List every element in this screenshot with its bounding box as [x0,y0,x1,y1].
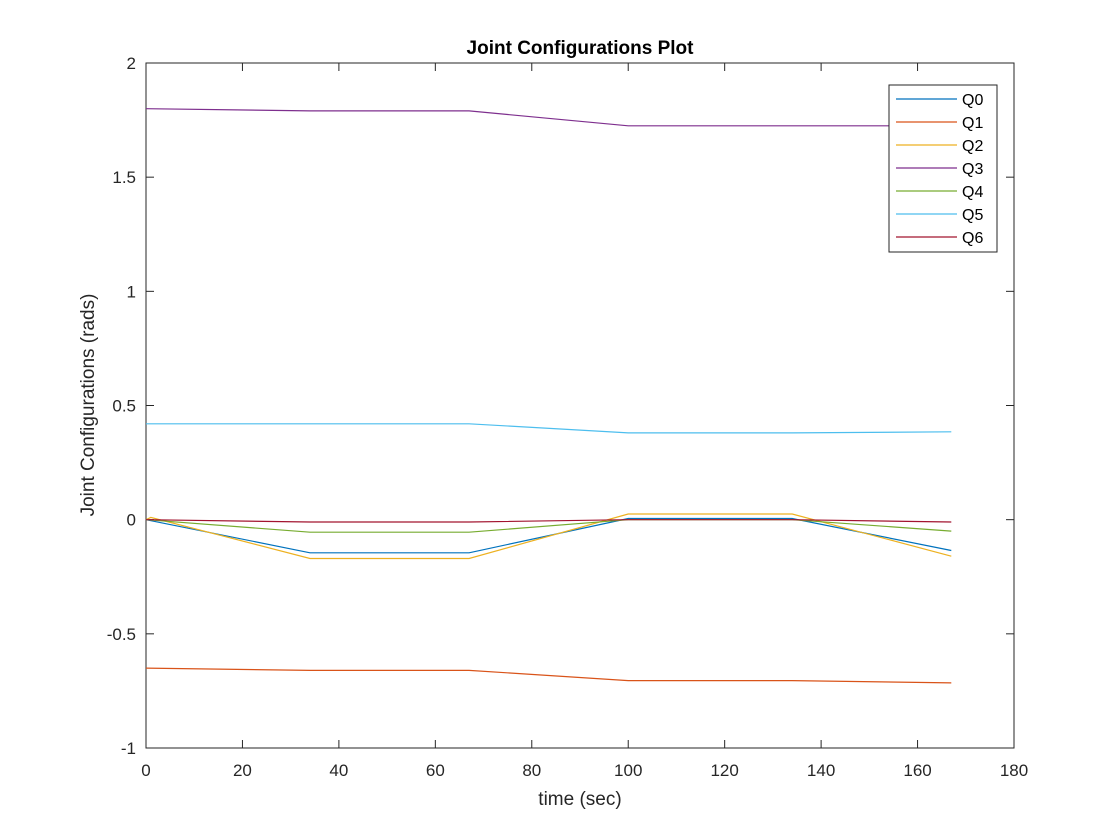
legend-label-q4: Q4 [962,184,983,201]
series-line-q1 [145,667,952,684]
series-lines [145,108,952,684]
series-line-q5 [146,423,952,434]
legend-label-q1: Q1 [962,115,983,132]
legend-label-q0: Q0 [962,92,983,109]
legend-label-q2: Q2 [962,138,983,155]
x-tick-label: 60 [426,761,445,780]
series-line-q3 [145,108,952,127]
series-line-q2 [145,513,952,560]
y-tick-label: 1 [127,282,136,301]
series-line-q6 [145,519,952,523]
legend: Q0 Q1 Q2 Q3 Q4 Q5 Q6 [888,84,998,253]
x-tick-label: 180 [1000,761,1028,780]
chart-title: Joint Configurations Plot [467,38,695,59]
y-tick-label: 0 [127,511,136,530]
x-tick-label: 0 [141,761,150,780]
y-tick-label: -0.5 [107,625,136,644]
x-tick-label: 120 [710,761,738,780]
plot-area-frame [145,62,1015,749]
legend-label-q5: Q5 [962,207,983,224]
series-line-q4 [145,519,952,533]
y-tick-label: 1.5 [112,168,136,187]
x-axis-label: time (sec) [538,789,621,810]
legend-label-q3: Q3 [962,161,983,178]
y-tick-label: 0.5 [112,397,136,416]
x-axis: 0 20 40 60 80 100 120 140 160 180 [141,63,1028,780]
y-tick-label: 2 [127,54,136,73]
y-axis: -1 -0.5 0 0.5 1 1.5 2 [107,54,1014,758]
x-tick-label: 40 [329,761,348,780]
y-tick-label: -1 [121,739,136,758]
x-tick-label: 20 [233,761,252,780]
x-tick-label: 160 [903,761,931,780]
x-tick-label: 100 [614,761,642,780]
legend-label-q6: Q6 [962,230,983,247]
x-tick-label: 140 [807,761,835,780]
x-tick-label: 80 [522,761,541,780]
y-axis-label: Joint Configurations (rads) [78,294,99,517]
